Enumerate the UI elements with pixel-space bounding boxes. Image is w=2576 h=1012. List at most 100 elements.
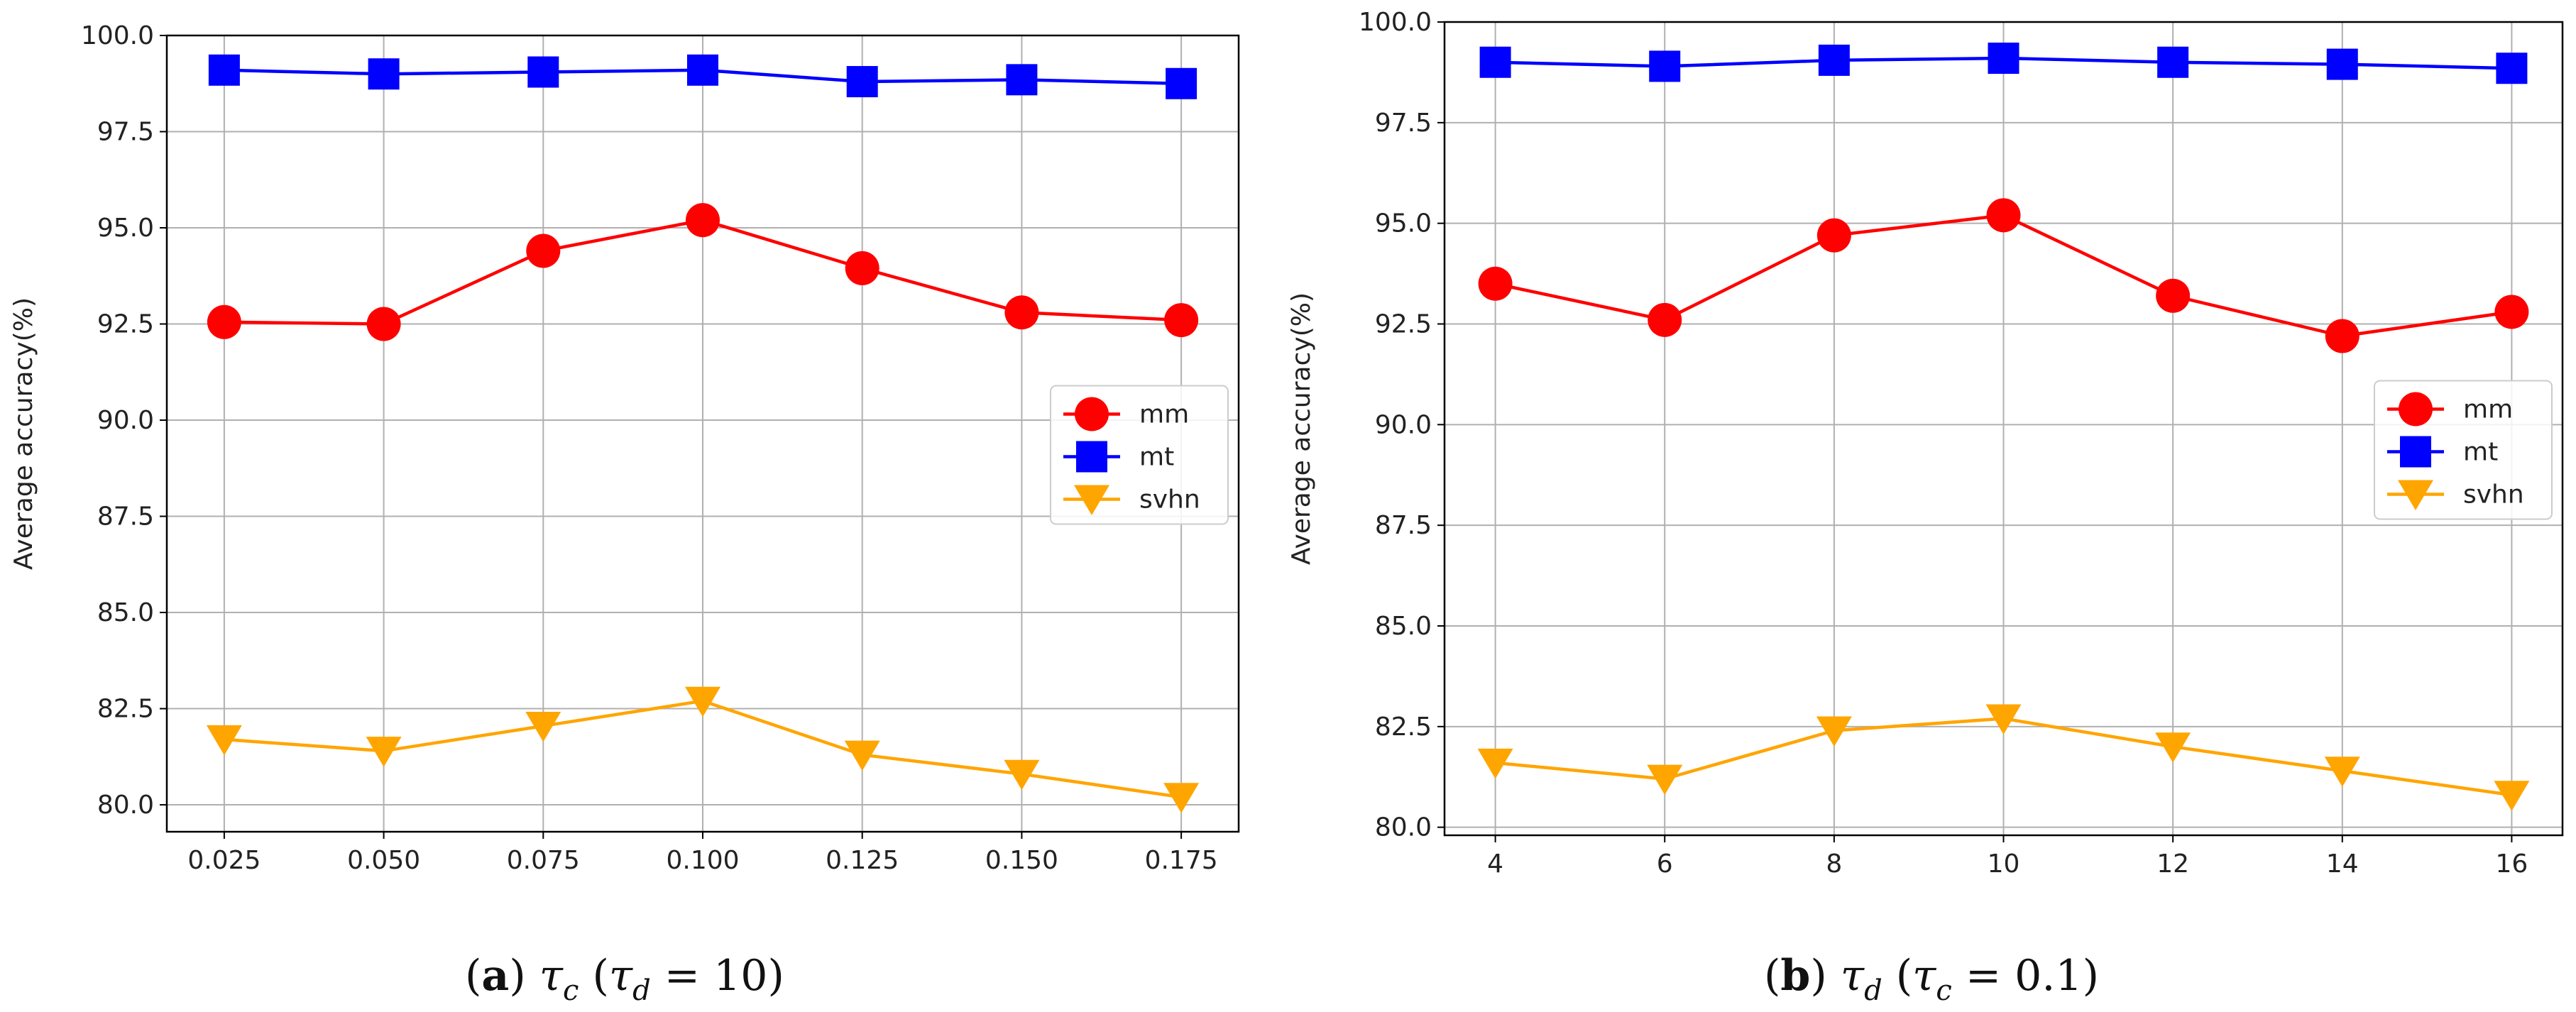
chart-0-series-svhn-point-0 (206, 725, 242, 756)
chart-0-legend-svhn-marker (1074, 485, 1109, 515)
caption-0-part-8: = 10 (651, 951, 768, 1001)
caption-0-part-6: τ (609, 951, 633, 1001)
chart-0-series-mt-point-3 (687, 54, 718, 86)
chart-1-ytick-label-3: 87.5 (1375, 511, 1432, 540)
chart-1-ytick-label-4: 90.0 (1375, 410, 1432, 439)
chart-0-ytick-label-8: 100.0 (81, 21, 154, 50)
caption-0-part-0: ( (465, 951, 481, 1001)
chart-1-series-mt-point-0 (1479, 46, 1511, 78)
chart-1-series-svhn-point-0 (1477, 748, 1513, 779)
chart-0-xtick-label-4: 0.125 (826, 846, 899, 875)
chart-1-ytick-label-2: 85.0 (1375, 612, 1432, 641)
chart-1-legend-mt-marker (2400, 436, 2431, 468)
chart-1-xtick-label-6: 16 (2496, 849, 2528, 879)
chart-0-xtick-label-0: 0.025 (187, 846, 261, 875)
chart-1-series-svhn-point-5 (2324, 757, 2360, 787)
chart-0-series-mt-point-4 (846, 66, 878, 98)
chart-1-xtick-label-2: 8 (1826, 849, 1842, 879)
caption-0-part-5: ( (579, 951, 608, 1001)
chart-0-ytick-label-7: 97.5 (97, 118, 154, 147)
chart-0-ytick-label-4: 90.0 (97, 406, 154, 435)
chart-1-series-svhn-point-2 (1816, 716, 1852, 747)
chart-0-series-mm-point-0 (207, 304, 241, 339)
chart-0-series-svhn-point-2 (525, 711, 561, 742)
chart-1-ytick-label-6: 95.0 (1375, 209, 1432, 238)
chart-0-series-mt-point-6 (1166, 67, 1197, 99)
chart-1-series-mm-point-6 (2494, 295, 2529, 329)
chart-1-legend-mm-marker (2399, 392, 2433, 427)
chart-0-xtick-label-5: 0.150 (985, 846, 1058, 875)
caption-1-part-3: τ (1841, 951, 1865, 1001)
chart-0-series-mm-point-3 (686, 203, 720, 238)
chart-1-series-mt-point-4 (2157, 46, 2189, 78)
chart-1-xtick-label-1: 6 (1657, 849, 1673, 879)
chart-0-ytick-label-6: 95.0 (97, 214, 154, 243)
caption-0-part-2: ) (509, 951, 539, 1001)
chart-0-ytick-label-3: 87.5 (97, 502, 154, 532)
caption-1-part-4: d (1864, 974, 1882, 1007)
chart-0-legend-svhn-label: svhn (1139, 485, 1200, 515)
caption-0-part-4: c (563, 974, 579, 1007)
caption-0-part-7: d (632, 974, 651, 1007)
chart-0-legend-mt-label: mt (1139, 443, 1174, 472)
chart-1-legend-mt-label: mt (2463, 438, 2498, 467)
chart-0-xtick-label-2: 0.075 (507, 846, 580, 875)
chart-0: 0.025 0.050 0.075 0.100 0.125 0.150 0.175 80.0 8… (9, 21, 1240, 1007)
chart-0-ytick-label-5: 92.5 (97, 310, 154, 339)
chart-0-series-mt-point-5 (1006, 64, 1038, 96)
chart-0-series-mt-point-2 (527, 56, 559, 88)
chart-1-ytick-label-7: 97.5 (1375, 109, 1432, 138)
caption-1-part-8: = 0.1 (1952, 951, 2083, 1001)
chart-1-series-mt-point-1 (1649, 50, 1681, 82)
chart-1-xtick-label-3: 10 (1988, 849, 2020, 879)
caption-1-part-0: ( (1764, 951, 1780, 1001)
chart-1-ytick-label-8: 100.0 (1359, 8, 1432, 37)
chart-0-series-mt-point-1 (368, 58, 400, 90)
caption-0-part-3: τ (539, 951, 564, 1001)
chart-0-series-mt-point-0 (208, 54, 240, 86)
chart-0-series-svhn-point-3 (685, 686, 720, 717)
chart-1-series-mt-point-3 (1988, 43, 2019, 75)
chart-1-xtick-label-5: 14 (2326, 849, 2359, 879)
chart-0-ytick-label-0: 80.0 (97, 791, 154, 820)
caption-1-part-2: ) (1810, 951, 1840, 1001)
chart-0-series-mm-point-6 (1164, 303, 1199, 338)
chart-0-ytick-label-2: 85.0 (97, 598, 154, 627)
chart-0-series-svhn-point-5 (1004, 759, 1040, 791)
chart-0-legend-mm-marker (1075, 397, 1109, 431)
chart-1-ytick-label-5: 92.5 (1375, 309, 1432, 339)
chart-0-series-svhn-point-1 (366, 737, 402, 767)
chart-0-xtick-label-6: 0.175 (1145, 846, 1218, 875)
chart-1-xtick-label-4: 12 (2156, 849, 2189, 879)
chart-0-series-mm-point-5 (1004, 295, 1039, 330)
chart-0-series-mm-point-2 (526, 233, 561, 268)
caption-1-part-7: c (1936, 974, 1951, 1007)
chart-1: 4 6 8 10 12 14 16 80.0 82.5 85.0 87.5 90.0 92.5 95.0 9… (1287, 8, 2564, 1007)
chart-1-series-mm-point-1 (1648, 302, 1682, 337)
chart-0-series-mm-point-1 (366, 307, 401, 341)
chart-1-ytick-label-1: 82.5 (1375, 713, 1432, 742)
chart-1-series-mt-point-5 (2326, 48, 2358, 80)
chart-0-ylabel: Average accuracy(%) (9, 297, 38, 570)
chart-1-series-mt-point-2 (1818, 44, 1850, 76)
chart-1-series-mm-point-4 (2156, 278, 2191, 313)
chart-0-legend-mm-label: mm (1139, 400, 1189, 429)
chart-1-series-svhn-point-1 (1647, 764, 1683, 796)
caption-1-part-6: τ (1912, 951, 1936, 1001)
caption-1: (b) τd (τc = 0.1) (1764, 951, 2099, 1007)
caption-0-part-1: a (481, 951, 509, 1001)
chart-0-legend-mt-marker (1076, 441, 1107, 473)
chart-1-xtick-label-0: 4 (1487, 849, 1503, 879)
caption-1-part-9: ) (2083, 951, 2099, 1001)
chart-1-series-mm-point-2 (1816, 218, 1851, 253)
caption-1-part-5: ( (1882, 951, 1912, 1001)
caption-0-part-9: ) (767, 951, 784, 1001)
chart-1-ylabel: Average accuracy(%) (1287, 292, 1316, 565)
chart-0-series-mm-point-4 (845, 251, 879, 285)
chart-0-xtick-label-1: 0.050 (347, 846, 420, 875)
chart-1-legend-svhn-label: svhn (2463, 480, 2524, 510)
chart-0-series-svhn-point-6 (1163, 783, 1200, 813)
chart-0-xtick-label-3: 0.100 (666, 846, 739, 875)
chart-1-series-mt-point-6 (2496, 53, 2528, 84)
